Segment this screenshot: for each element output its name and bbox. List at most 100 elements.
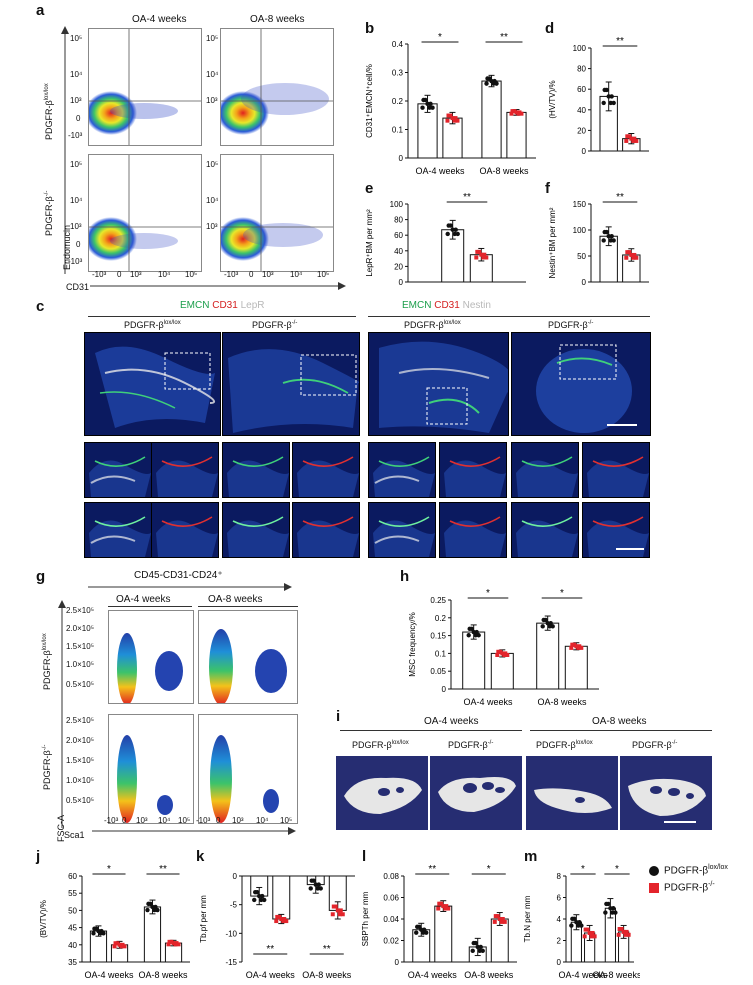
chart-f-point xyxy=(601,238,606,243)
chart-m-point xyxy=(619,926,624,931)
chart-l-point xyxy=(500,917,505,921)
chart-l-group-label: OA-4 weeks xyxy=(408,970,458,980)
chart-b-ytick-label: 0 xyxy=(399,154,404,163)
panel-c-geno-4: PDGFR-β-/- xyxy=(548,320,594,330)
chart-d-ytick-label: 100 xyxy=(573,44,587,53)
chart-l-point xyxy=(492,919,497,924)
micro-zoom-tile-8 xyxy=(582,442,650,498)
chart-b-ytick-label: 0.1 xyxy=(392,126,404,135)
chart-m-point xyxy=(624,929,629,934)
chart-l-ytick-label: 0.08 xyxy=(383,872,399,881)
panel-g-x-arrow xyxy=(92,827,296,835)
microct-flox-8w xyxy=(526,756,618,830)
chart-h-point xyxy=(545,620,550,626)
chart-h-bar xyxy=(536,622,560,690)
chart-h-point xyxy=(502,653,507,658)
chart-d-point xyxy=(602,87,607,93)
chart-b-sig-label: ** xyxy=(500,32,508,43)
chart-m-point xyxy=(574,920,579,925)
chart-l-ytick-label: 0.04 xyxy=(383,915,399,924)
chart-e-ytick-label: 40 xyxy=(394,247,403,256)
micro-ko-lepr-main xyxy=(222,332,360,436)
panel-a-ytick-top-2: 10⁴ xyxy=(70,70,83,79)
chart-m-point xyxy=(608,906,613,911)
chart-e-point xyxy=(446,223,451,228)
chart-l-point xyxy=(493,914,498,919)
panel-a-ytick-bot-3: 10³ xyxy=(70,222,82,231)
chart-j-point xyxy=(146,901,151,907)
chart-l-point xyxy=(446,906,451,911)
panel-a-col-title-2: OA-8 weeks xyxy=(250,14,305,25)
panel-a-ytick-r-bot-1: 10⁵ xyxy=(206,160,219,169)
chart-j-point xyxy=(113,941,118,946)
chart-f-sig-label: ** xyxy=(616,192,624,203)
chart-k-point xyxy=(253,889,258,895)
chart-k-point xyxy=(335,908,340,913)
chart-l-point xyxy=(502,919,507,924)
chart-k-point xyxy=(274,919,279,924)
chart-l-sig-label: * xyxy=(487,864,491,875)
chart-l-point xyxy=(499,919,504,924)
chart-f-ytick-label: 100 xyxy=(573,226,587,235)
panel-g-xtick-8: 10³ xyxy=(232,816,244,825)
chart-m-point xyxy=(610,910,615,915)
flow-plot-a-flox-4w xyxy=(88,28,202,146)
panel-letter-k: k xyxy=(196,848,205,865)
chart-j-point xyxy=(167,939,172,944)
chart-k-point xyxy=(313,882,318,887)
chart-j-point xyxy=(119,944,124,949)
panel-c-geno-1: PDGFR-βlox/lox xyxy=(124,320,181,330)
chart-b-point xyxy=(452,118,457,123)
chart-e-point xyxy=(450,227,455,232)
chart-k-group-label: OA-4 weeks xyxy=(246,970,296,980)
chart-k-ytick-label: -10 xyxy=(225,929,237,938)
chart-j-point xyxy=(173,942,178,947)
panel-g-xtick-1: -10³ xyxy=(104,816,119,825)
panel-a-xtick-6: -10³ xyxy=(224,270,239,279)
chart-j-sig-label: * xyxy=(107,864,111,875)
chart-l-point xyxy=(497,917,502,921)
chart-f-point xyxy=(632,252,637,257)
chart-k-sig-label: ** xyxy=(266,944,274,955)
chart-e: LepR⁺BM per mm² 0 20 40 60 80 100 ** xyxy=(365,192,526,287)
panel-letter-f: f xyxy=(545,180,550,197)
chart-l-ytick-label: 0.06 xyxy=(383,894,399,903)
chart-k-point xyxy=(252,897,257,903)
chart-l-point xyxy=(421,930,426,935)
panel-a-row-label-flox: PDGFR-βlox/lox xyxy=(44,83,54,140)
chart-m-point xyxy=(590,930,595,935)
micro-zoom-tile-9 xyxy=(84,502,152,558)
panel-a-ytick-r-top-1: 10⁵ xyxy=(206,34,219,43)
panel-g-xtick-3: 10³ xyxy=(136,816,148,825)
panel-c-title-left: EMCN CD31 LepR xyxy=(180,300,265,311)
chart-b-ytick-label: 0.4 xyxy=(392,40,404,49)
chart-k-group-label: OA-8 weeks xyxy=(302,970,352,980)
flow-plot-a-ko-4w xyxy=(88,154,202,272)
chart-h-bar xyxy=(564,645,588,690)
chart-b-point xyxy=(450,116,455,121)
chart-b-point xyxy=(514,110,519,115)
chart-k-point xyxy=(330,912,335,917)
chart-h-point xyxy=(495,653,500,658)
chart-h-point xyxy=(576,645,581,650)
panel-c-title-right: EMCN CD31 Nestin xyxy=(402,300,491,311)
chart-h-ytick-label: 0.1 xyxy=(435,649,447,658)
chart-k-point xyxy=(338,908,343,913)
panel-g-y-arrow xyxy=(58,600,66,828)
chart-k-point xyxy=(259,897,264,903)
panel-a-xtick-5: 10⁵ xyxy=(185,270,198,279)
chart-m-point xyxy=(587,930,592,935)
chart-l-point xyxy=(437,901,442,906)
panel-i-header-line-2 xyxy=(530,730,712,731)
panel-g-ytick-6: 2.5×10⁵ xyxy=(66,716,95,725)
legend-ko-label: PDGFR-β-/- xyxy=(664,881,715,894)
chart-h-point xyxy=(505,653,510,658)
chart-h-group-label: OA-4 weeks xyxy=(463,697,513,707)
chart-j-ytick-label: 35 xyxy=(68,958,77,967)
panel-a-ytick-r-top-3: 10³ xyxy=(206,96,218,105)
chart-k-point xyxy=(308,886,313,891)
chart-d-ytick-label: 40 xyxy=(577,106,586,115)
panel-i-geno-3: PDGFR-βlox/lox xyxy=(536,740,593,750)
chart-b-point xyxy=(427,105,432,110)
chart-e-point xyxy=(481,255,486,260)
